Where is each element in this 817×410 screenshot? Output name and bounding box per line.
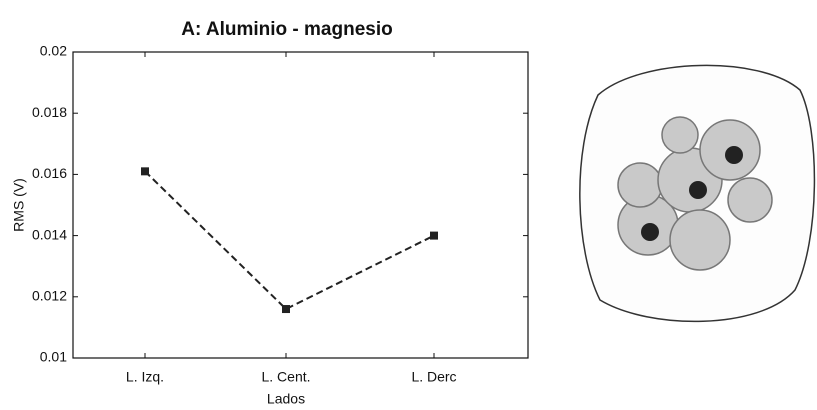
y-tick-label: 0.02 — [40, 43, 67, 59]
data-point — [430, 231, 438, 240]
sensor-dot — [689, 181, 707, 199]
data-point — [141, 167, 149, 176]
x-tick-label: L. Izq. — [126, 369, 164, 385]
data-point — [282, 305, 290, 314]
series-line — [144, 170, 435, 311]
alloy-blobs — [617, 116, 773, 271]
sample-photo — [579, 64, 816, 323]
x-axis-label: Lados — [267, 391, 305, 407]
plot-frame — [72, 51, 529, 359]
sensor-dot — [641, 223, 659, 241]
y-tick-label: 0.014 — [32, 226, 67, 242]
y-tick-label: 0.016 — [32, 165, 67, 181]
sensor-dot — [725, 146, 743, 164]
chart-title: A: Aluminio - magnesio — [181, 19, 392, 40]
x-tick-label: L. Derc — [411, 369, 456, 385]
y-tick-label: 0.01 — [40, 349, 67, 365]
y-axis-label: RMS (V) — [11, 178, 27, 232]
x-tick-label: L. Cent. — [261, 369, 310, 385]
y-tick-label: 0.018 — [32, 104, 67, 120]
y-tick-label: 0.012 — [32, 288, 67, 304]
